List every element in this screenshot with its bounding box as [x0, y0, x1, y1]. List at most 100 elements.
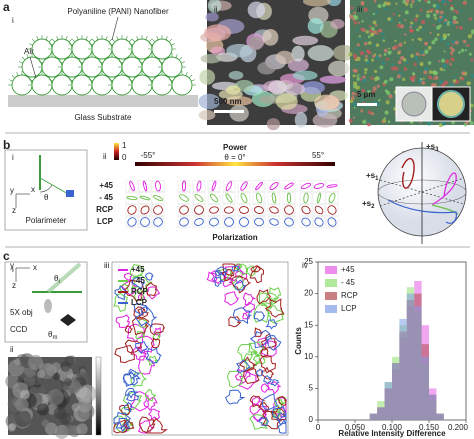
row-label: LCP	[97, 217, 114, 226]
stokes-label-main: +s	[426, 142, 436, 151]
fiber	[128, 43, 133, 46]
polarization-ellipse	[179, 205, 189, 215]
cell	[312, 216, 326, 228]
polarization-ellipse	[269, 218, 279, 226]
speckle	[348, 118, 353, 123]
speckle	[452, 79, 457, 83]
speckle	[432, 3, 437, 8]
fiber	[138, 61, 143, 64]
contour	[115, 314, 131, 329]
nanofiber-cluster	[292, 35, 319, 46]
speckle	[403, 41, 407, 44]
speckle	[379, 74, 382, 77]
objective	[44, 299, 52, 313]
speckle	[377, 98, 381, 102]
speckle	[460, 48, 465, 53]
polarization-ellipse	[211, 180, 217, 192]
speckle	[448, 0, 453, 2]
hist-bar	[436, 413, 444, 420]
polarization-ellipse	[316, 192, 322, 204]
speckle	[416, 28, 420, 32]
hist-bar	[377, 407, 385, 420]
speckle	[382, 36, 386, 40]
contour	[213, 276, 225, 288]
fiber	[28, 79, 33, 82]
fiber	[78, 61, 83, 64]
polarization-ellipse	[284, 217, 294, 227]
polarization-ellipse	[140, 217, 150, 227]
speckle	[415, 0, 419, 2]
contour	[253, 311, 266, 322]
panel-label: c	[3, 249, 10, 263]
cell	[267, 204, 281, 216]
fiber	[45, 35, 48, 40]
contour	[222, 263, 237, 277]
contour	[256, 368, 264, 377]
x-axis-title: Relative Intensity Difference	[338, 429, 446, 438]
contour	[129, 263, 145, 277]
speckle	[470, 29, 474, 34]
cell	[282, 204, 296, 216]
speckle	[387, 16, 392, 21]
polarization-ellipse	[301, 205, 311, 215]
polarization-ellipse	[209, 206, 219, 214]
speckle	[388, 94, 393, 99]
hist-bar	[399, 318, 407, 420]
speckle	[409, 25, 413, 29]
polarization-ellipse	[129, 180, 135, 192]
speckle	[461, 71, 466, 76]
speckle	[388, 47, 391, 50]
speckle	[451, 120, 456, 125]
fiber	[128, 79, 133, 82]
speckle	[397, 51, 401, 55]
speckle	[371, 58, 375, 62]
speckle	[424, 49, 429, 54]
speckle	[367, 90, 371, 94]
hist-bar	[369, 413, 378, 420]
legend-label: +45	[341, 265, 355, 274]
speckle	[427, 74, 430, 77]
speckle	[367, 41, 372, 45]
polarization-ellipse	[139, 195, 151, 201]
speckle	[379, 65, 384, 70]
speckle	[411, 38, 414, 42]
colorbar	[114, 143, 119, 160]
fiber	[11, 74, 16, 79]
speckle	[426, 10, 429, 14]
polarization-ellipse	[255, 181, 263, 191]
contour	[232, 275, 245, 291]
nanofiber-cluster	[319, 75, 347, 84]
polarization-ellipse	[153, 217, 163, 227]
speckle	[14, 410, 32, 428]
polarization-ellipse	[240, 192, 248, 204]
axis-label: z	[12, 281, 16, 290]
cell	[299, 180, 313, 192]
contour	[131, 317, 150, 336]
speckle	[462, 39, 467, 44]
fiber	[48, 79, 53, 82]
subpanel-label: i	[12, 16, 14, 25]
x-tick-label: 0.050	[345, 423, 366, 432]
hist-bar	[392, 363, 400, 420]
speckle	[362, 78, 367, 83]
polarization-ellipse	[254, 206, 264, 214]
polarization-ellipse	[224, 206, 234, 214]
speckle	[444, 3, 447, 6]
polarization-ellipse	[303, 192, 309, 204]
nanofiber-cluster	[314, 94, 340, 111]
nanofiber-cluster	[291, 45, 305, 62]
contour	[143, 396, 158, 411]
polarization-ellipse	[194, 205, 204, 215]
speckle	[63, 378, 72, 387]
speckle	[385, 100, 390, 105]
y-tick-label: 5	[309, 384, 314, 393]
axis-label: z	[12, 206, 16, 215]
speckle	[467, 81, 471, 86]
contour	[267, 381, 282, 395]
cell	[299, 216, 313, 228]
legend-swatch	[325, 279, 337, 287]
hist-bar	[406, 293, 415, 420]
speckle	[452, 9, 456, 13]
sphere	[151, 38, 173, 60]
contour	[145, 272, 154, 281]
